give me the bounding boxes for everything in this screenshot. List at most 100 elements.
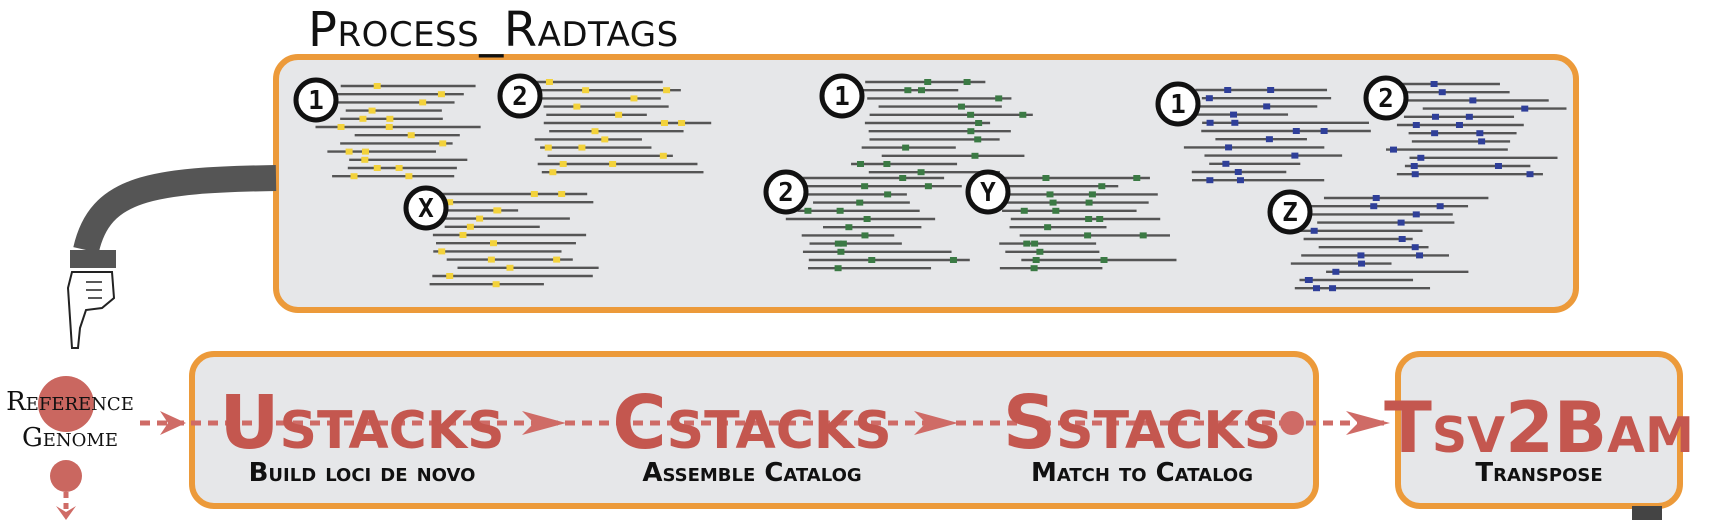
tag-mark [361, 148, 369, 155]
tag-mark [904, 87, 912, 94]
tag-mark [1465, 113, 1473, 120]
tag-mark [902, 144, 910, 151]
reference-genome-label: Reference Genome [0, 384, 140, 456]
tag-mark [1019, 111, 1027, 118]
tag-mark [1310, 227, 1318, 234]
tag-mark [337, 124, 345, 130]
tag-mark [1372, 195, 1380, 201]
tag-mark [405, 173, 413, 180]
tag-mark [459, 232, 467, 238]
tag-mark [971, 152, 979, 159]
tag-mark [856, 199, 864, 206]
tag-mark [863, 216, 871, 222]
tag-mark [395, 165, 403, 171]
edge-block [1632, 506, 1662, 520]
tag-mark [361, 156, 369, 163]
tag-mark [1222, 160, 1230, 167]
tag-mark [924, 79, 932, 85]
tag-mark [963, 79, 971, 85]
tag-mark [1305, 277, 1313, 283]
tag-mark [1234, 169, 1242, 175]
tag-mark [544, 144, 552, 151]
tag-mark [438, 248, 446, 255]
tag-mark [1205, 95, 1213, 102]
tag-mark [1085, 199, 1093, 206]
tag-mark [1100, 257, 1108, 263]
tag-mark [917, 169, 925, 176]
tag-mark [1263, 103, 1271, 110]
tag-mark [476, 215, 484, 222]
stage-tsv2bam-name: Tsv2Bam [1384, 387, 1694, 469]
tag-mark [659, 152, 667, 159]
tag-mark [1390, 146, 1398, 153]
tag-mark [1046, 191, 1054, 198]
tag-mark [446, 199, 454, 206]
tag-mark [663, 87, 671, 94]
tag-mark [1397, 219, 1405, 226]
tag-mark [494, 207, 502, 214]
sample-green-1-cluster: 1 [819, 73, 1033, 176]
sample-badge [403, 185, 449, 231]
sample-badge [763, 169, 809, 215]
tag-mark [1023, 240, 1031, 247]
tag-mark [883, 161, 891, 167]
sample-label: 1 [834, 82, 850, 112]
tag-mark [1526, 171, 1534, 178]
tag-mark [1265, 136, 1273, 143]
tag-mark [549, 169, 557, 176]
tag-mark [1096, 216, 1104, 222]
flow-end-dot [1280, 411, 1304, 435]
sample-blue-2-cluster: 2 [1363, 75, 1567, 178]
tag-mark [609, 161, 617, 167]
tag-mark [1044, 224, 1052, 231]
tag-mark [359, 115, 367, 122]
tag-mark [1410, 163, 1418, 169]
stage-cstacks-subtitle: Assemble Catalog [642, 458, 861, 488]
tag-mark [1329, 285, 1337, 292]
tag-mark [1032, 257, 1040, 263]
tag-mark [630, 95, 638, 102]
pointing-hand-icon [66, 271, 116, 349]
tag-mark [490, 240, 498, 247]
tag-mark [836, 207, 844, 214]
tag-mark [949, 257, 957, 263]
tag-mark [1438, 89, 1446, 96]
arrow-ref-to-ustacks [160, 411, 186, 435]
tag-mark [1455, 122, 1463, 128]
sample-green-2-cluster: 2 [763, 169, 970, 272]
tag-mark [373, 83, 381, 89]
sample-blue-1-cluster: 1 [1155, 81, 1371, 184]
sample-label: 1 [308, 86, 324, 116]
tag-mark [466, 223, 474, 230]
tag-mark [419, 99, 427, 106]
stage-ustacks-name: Ustacks [219, 380, 504, 466]
tag-mark [407, 132, 415, 139]
stage-ustacks-subtitle: Build loci de novo [249, 458, 476, 488]
sample-badge [1363, 75, 1409, 121]
tag-mark [1320, 128, 1328, 134]
tag-mark [1236, 177, 1244, 184]
tag-mark [1231, 119, 1239, 126]
sample-read-clusters: 1 2 X 1 2 Y 1 2 Z [293, 73, 1567, 292]
reference-genome-line1: Reference [6, 387, 134, 417]
tag-mark [1431, 130, 1439, 137]
sample-yellow-X-cluster: X [403, 185, 599, 288]
tag-mark [582, 87, 590, 94]
sample-badge [1267, 189, 1313, 235]
tag-mark [506, 264, 514, 271]
tag-mark [1332, 268, 1340, 275]
tag-mark [1030, 265, 1038, 272]
tag-mark [1036, 248, 1044, 255]
tag-mark [492, 281, 500, 288]
tag-mark [1085, 216, 1093, 222]
tag-mark [553, 256, 561, 263]
tag-mark [1031, 240, 1039, 247]
tag-mark [545, 79, 553, 85]
tag-mark [1049, 199, 1057, 206]
tag-mark [861, 183, 869, 190]
sample-badge [819, 73, 865, 119]
reference-genome-dot-large [38, 376, 94, 432]
tag-mark [1469, 97, 1477, 104]
tag-mark [1357, 252, 1365, 259]
